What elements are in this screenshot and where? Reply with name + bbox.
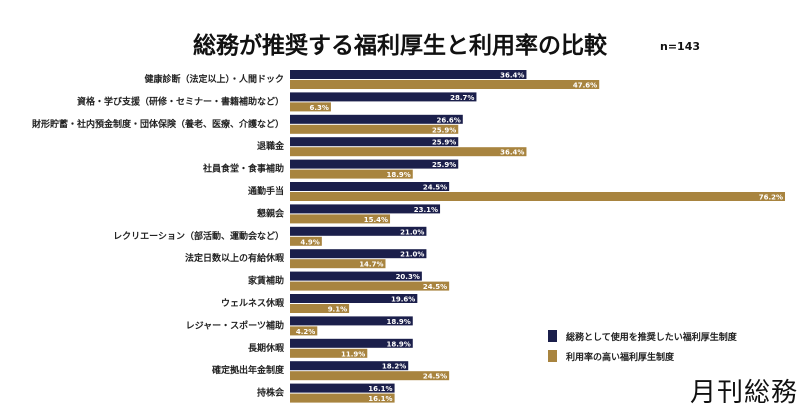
bar-recommended	[290, 294, 418, 303]
data-label: 18.9%	[386, 318, 410, 326]
data-label: 21.0%	[400, 228, 424, 236]
bar-recommended	[290, 316, 413, 326]
data-label: 19.6%	[391, 296, 415, 304]
data-label: 26.6%	[436, 116, 460, 124]
data-label: 11.9%	[341, 350, 365, 358]
bar-recommended	[290, 249, 427, 259]
data-label: 18.9%	[386, 171, 410, 179]
legend-label: 総務として使用を推奨したい福利厚生制度	[566, 331, 738, 343]
bar-recommended	[290, 182, 450, 191]
bar-usage	[290, 236, 322, 246]
bar-recommended	[290, 204, 441, 214]
bar-recommended	[290, 361, 409, 371]
bar-usage	[290, 124, 459, 134]
bar-recommended	[290, 114, 463, 124]
data-label: 47.6%	[573, 82, 597, 90]
sample-size: n=143	[660, 40, 701, 53]
data-label: 25.9%	[432, 126, 456, 134]
bar-usage	[290, 192, 785, 201]
data-label: 20.3%	[396, 273, 420, 281]
data-label: 21.0%	[400, 251, 424, 259]
data-label: 16.1%	[368, 385, 392, 393]
category-label: 家賃補助	[248, 275, 284, 287]
data-label: 36.4%	[500, 149, 524, 157]
data-label: 23.1%	[414, 206, 438, 214]
data-label: 24.5%	[423, 283, 447, 291]
category-label: 社員食堂・食事補助	[202, 163, 284, 175]
category-label: 退職金	[257, 140, 285, 152]
data-label: 18.2%	[382, 363, 406, 371]
bar-usage	[290, 393, 395, 403]
category-label: ウェルネス休暇	[221, 297, 284, 309]
category-label: 財形貯蓄・社内預金制度・団体保険（養老、医療、介護など）	[31, 118, 284, 130]
bar-recommended	[290, 92, 477, 102]
category-label: 健康診断（法定以上）・人間ドック	[144, 73, 284, 85]
category-label: 懇親会	[257, 207, 285, 219]
legend-label: 利用率の高い福利厚生制度	[565, 351, 675, 363]
category-label: 長期休暇	[248, 342, 284, 354]
bar-usage	[290, 304, 350, 313]
bar-recommended	[290, 271, 422, 281]
data-label: 16.1%	[368, 395, 392, 403]
category-label: 通勤手当	[248, 185, 284, 197]
bar-usage	[290, 259, 386, 269]
chart-title: 総務が推奨する福利厚生と利用率の比較	[193, 33, 607, 59]
data-label: 4.2%	[296, 328, 315, 336]
legend-swatch	[548, 330, 557, 342]
bar-usage	[290, 80, 600, 89]
category-label: レジャー・スポーツ補助	[186, 319, 284, 331]
legend-swatch	[548, 350, 557, 362]
bar-usage	[290, 371, 450, 381]
bar-usage	[290, 214, 391, 224]
data-label: 24.5%	[423, 184, 447, 192]
bar-usage	[290, 348, 368, 358]
category-label: 持株会	[257, 387, 285, 399]
bar-recommended	[290, 383, 395, 393]
data-label: 9.1%	[328, 306, 347, 314]
category-label: 確定拠出年金制度	[212, 364, 285, 376]
data-label: 4.9%	[300, 238, 319, 246]
bar-recommended	[290, 137, 459, 147]
bar-usage	[290, 326, 318, 336]
bar-recommended	[290, 226, 427, 236]
bar-recommended	[290, 338, 413, 348]
category-label: レクリエーション（部活動、運動会など）	[113, 230, 284, 242]
bar-usage	[290, 169, 413, 179]
data-label: 6.3%	[310, 104, 329, 112]
bar-usage	[290, 102, 331, 112]
category-label: 法定日数以上の有給休暇	[185, 252, 284, 264]
data-label: 15.4%	[364, 216, 388, 224]
bar-usage	[290, 147, 527, 157]
bar-recommended	[290, 70, 527, 79]
data-label: 28.7%	[450, 94, 474, 102]
data-label: 24.5%	[423, 373, 447, 381]
data-label: 76.2%	[759, 194, 783, 202]
data-label: 36.4%	[500, 72, 524, 80]
logo: 月刊総務	[690, 378, 799, 408]
data-label: 18.9%	[386, 340, 410, 348]
data-label: 14.7%	[359, 261, 383, 269]
bar-usage	[290, 281, 450, 291]
data-label: 25.9%	[432, 139, 456, 147]
category-label: 資格・学び支援（研修・セミナー・書籍補助など）	[77, 95, 284, 107]
data-label: 25.9%	[432, 161, 456, 169]
bar-recommended	[290, 159, 459, 169]
